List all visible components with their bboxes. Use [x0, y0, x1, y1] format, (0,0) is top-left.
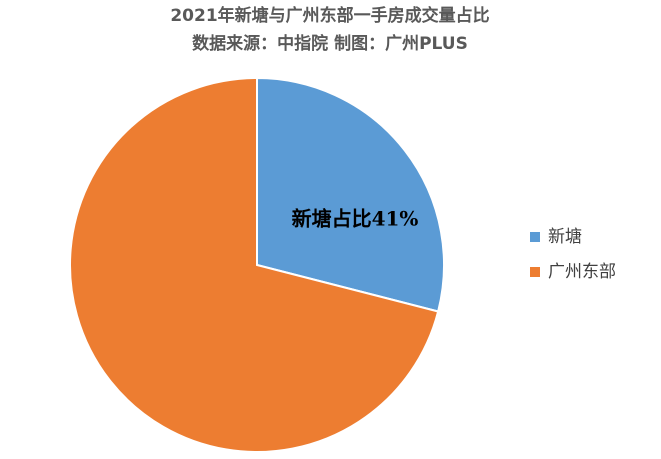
- pie-slice: [69, 76, 440, 453]
- pie-slice: [256, 76, 445, 313]
- pie: [69, 76, 445, 453]
- legend-label: 广州东部: [548, 262, 616, 282]
- chart-title: 2021年新塘与广州东部一手房成交量占比: [170, 5, 489, 26]
- legend-label: 新塘: [548, 227, 582, 247]
- chart-subtitle: 数据来源：中指院 制图：广州PLUS: [192, 33, 468, 54]
- annotation: 新塘占比41%: [292, 207, 419, 231]
- legend-swatch: [530, 267, 540, 277]
- legend-swatch: [530, 232, 540, 242]
